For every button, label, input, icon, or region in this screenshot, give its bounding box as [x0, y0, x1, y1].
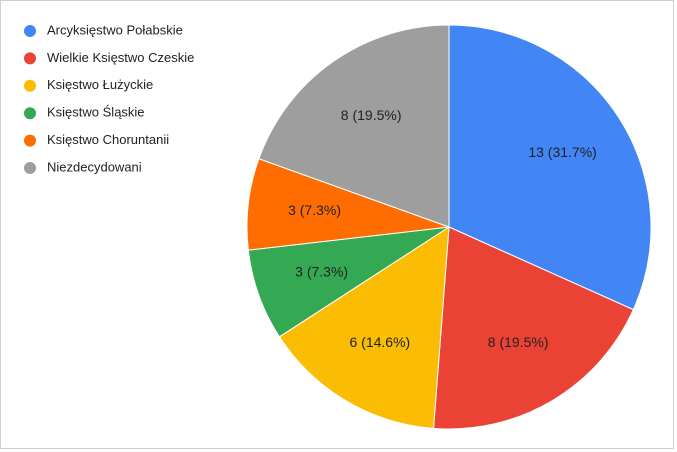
pie-slice [433, 226, 634, 430]
pie-slice [278, 226, 450, 429]
legend-label: Arcyksięstwo Połabskie [47, 22, 183, 37]
data-label: 3 (7.3%) [295, 263, 348, 279]
data-label: 8 (19.5%) [341, 107, 402, 123]
legend-label: Księstwo Łużyckie [47, 77, 153, 92]
data-label: 6 (14.6%) [349, 334, 410, 350]
legend-marker [24, 79, 36, 92]
legend-marker [24, 25, 36, 37]
data-label: 13 (31.7%) [528, 144, 596, 160]
pie-slice [258, 24, 450, 228]
legend-marker [24, 107, 36, 120]
data-label: 3 (7.3%) [288, 202, 341, 218]
legend-marker [24, 162, 36, 174]
pie-slice [448, 24, 652, 311]
legend-label: Niezdecydowani [47, 159, 142, 174]
data-label: 8 (19.5%) [488, 334, 549, 350]
legend-marker [24, 52, 36, 65]
legend-label: Księstwo Śląskie [47, 105, 145, 120]
legend-label: Księstwo Choruntanii [47, 132, 169, 147]
legend-marker [24, 134, 36, 147]
legend-label: Wielkie Księstwo Czeskie [47, 50, 194, 65]
